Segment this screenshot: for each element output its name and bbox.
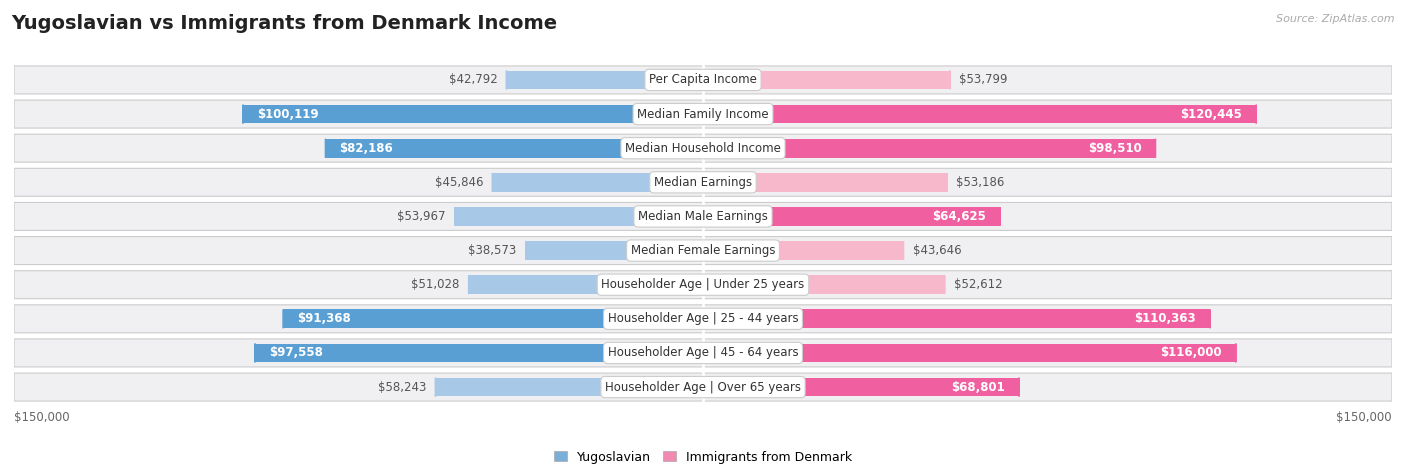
Text: $150,000: $150,000 bbox=[14, 411, 70, 424]
FancyBboxPatch shape bbox=[14, 168, 1392, 196]
FancyBboxPatch shape bbox=[14, 134, 1392, 162]
Text: $100,119: $100,119 bbox=[257, 107, 319, 120]
FancyBboxPatch shape bbox=[14, 339, 1392, 367]
Text: Householder Age | Over 65 years: Householder Age | Over 65 years bbox=[605, 381, 801, 394]
Bar bbox=[703, 207, 1000, 226]
FancyBboxPatch shape bbox=[14, 237, 1392, 264]
Bar bbox=[243, 105, 703, 123]
Text: Median Household Income: Median Household Income bbox=[626, 142, 780, 155]
Bar bbox=[703, 276, 945, 294]
Bar bbox=[703, 344, 1236, 362]
Text: Per Capita Income: Per Capita Income bbox=[650, 73, 756, 86]
FancyBboxPatch shape bbox=[14, 203, 1392, 230]
Text: Householder Age | Under 25 years: Householder Age | Under 25 years bbox=[602, 278, 804, 291]
Bar bbox=[703, 378, 1019, 396]
FancyBboxPatch shape bbox=[14, 66, 1392, 94]
Text: $98,510: $98,510 bbox=[1088, 142, 1142, 155]
Text: $120,445: $120,445 bbox=[1181, 107, 1243, 120]
Text: Source: ZipAtlas.com: Source: ZipAtlas.com bbox=[1277, 14, 1395, 24]
Text: $110,363: $110,363 bbox=[1135, 312, 1197, 325]
Text: Median Earnings: Median Earnings bbox=[654, 176, 752, 189]
Text: $91,368: $91,368 bbox=[297, 312, 352, 325]
Text: $58,243: $58,243 bbox=[378, 381, 426, 394]
Text: Median Female Earnings: Median Female Earnings bbox=[631, 244, 775, 257]
Text: $68,801: $68,801 bbox=[952, 381, 1005, 394]
Bar bbox=[326, 139, 703, 157]
Bar bbox=[703, 139, 1156, 157]
Text: $116,000: $116,000 bbox=[1160, 347, 1222, 360]
Text: Median Family Income: Median Family Income bbox=[637, 107, 769, 120]
Text: Median Male Earnings: Median Male Earnings bbox=[638, 210, 768, 223]
Bar bbox=[703, 310, 1211, 328]
Text: Yugoslavian vs Immigrants from Denmark Income: Yugoslavian vs Immigrants from Denmark I… bbox=[11, 14, 557, 33]
FancyBboxPatch shape bbox=[14, 100, 1392, 128]
Text: $64,625: $64,625 bbox=[932, 210, 986, 223]
Text: $45,846: $45,846 bbox=[434, 176, 484, 189]
Text: $53,967: $53,967 bbox=[398, 210, 446, 223]
Legend: Yugoslavian, Immigrants from Denmark: Yugoslavian, Immigrants from Denmark bbox=[550, 446, 856, 467]
FancyBboxPatch shape bbox=[14, 305, 1392, 333]
Bar bbox=[436, 378, 703, 396]
Bar bbox=[468, 276, 703, 294]
Bar bbox=[703, 173, 948, 191]
Bar bbox=[526, 241, 703, 260]
Bar bbox=[703, 241, 904, 260]
Bar bbox=[703, 105, 1256, 123]
Bar bbox=[254, 344, 703, 362]
Text: $82,186: $82,186 bbox=[339, 142, 394, 155]
Bar bbox=[703, 71, 950, 89]
FancyBboxPatch shape bbox=[14, 271, 1392, 299]
Bar bbox=[456, 207, 703, 226]
Text: $42,792: $42,792 bbox=[449, 73, 498, 86]
Text: Householder Age | 25 - 44 years: Householder Age | 25 - 44 years bbox=[607, 312, 799, 325]
FancyBboxPatch shape bbox=[14, 373, 1392, 401]
Text: $51,028: $51,028 bbox=[411, 278, 460, 291]
Text: $53,799: $53,799 bbox=[959, 73, 1008, 86]
Text: $38,573: $38,573 bbox=[468, 244, 516, 257]
Text: $97,558: $97,558 bbox=[269, 347, 322, 360]
Bar bbox=[506, 71, 703, 89]
Text: Householder Age | 45 - 64 years: Householder Age | 45 - 64 years bbox=[607, 347, 799, 360]
Bar bbox=[492, 173, 703, 191]
Bar bbox=[284, 310, 703, 328]
Text: $53,186: $53,186 bbox=[956, 176, 1005, 189]
Text: $150,000: $150,000 bbox=[1336, 411, 1392, 424]
Text: $43,646: $43,646 bbox=[912, 244, 962, 257]
Text: $52,612: $52,612 bbox=[953, 278, 1002, 291]
